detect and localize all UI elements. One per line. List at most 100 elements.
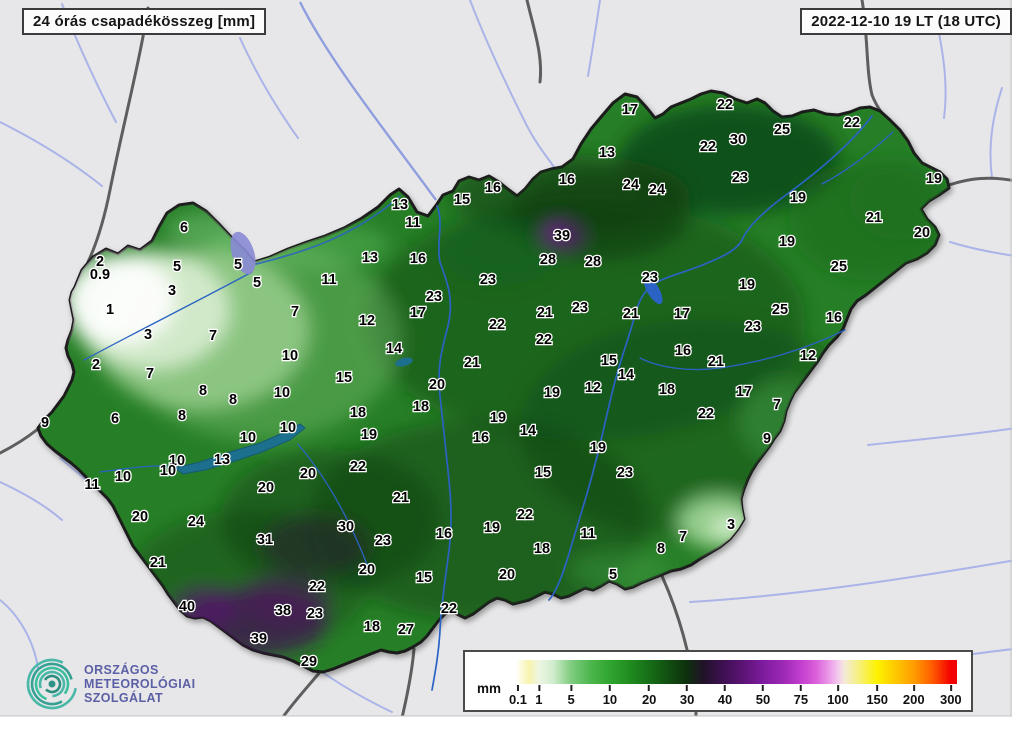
station-value: 9 bbox=[763, 431, 771, 447]
lakes bbox=[173, 231, 663, 475]
map-title: 24 órás csapadékösszeg [mm] bbox=[22, 8, 267, 35]
station-value: 6 bbox=[180, 220, 188, 236]
station-value: 2 bbox=[92, 357, 100, 373]
station-value: 19 bbox=[490, 410, 506, 426]
legend-tick: 5 bbox=[568, 685, 575, 707]
station-value: 39 bbox=[251, 631, 267, 647]
station-value: 31 bbox=[257, 532, 273, 548]
station-value: 19 bbox=[790, 190, 806, 206]
station-value: 16 bbox=[485, 180, 501, 196]
station-value: 21 bbox=[537, 305, 553, 321]
station-value: 16 bbox=[826, 310, 842, 326]
station-value: 7 bbox=[291, 304, 299, 320]
station-value: 24 bbox=[623, 177, 639, 193]
station-value: 22 bbox=[489, 317, 505, 333]
station-value: 7 bbox=[146, 366, 154, 382]
station-value: 22 bbox=[441, 601, 457, 617]
station-value: 23 bbox=[732, 170, 748, 186]
station-value: 38 bbox=[275, 603, 291, 619]
logo-line1: ORSZÁGOS bbox=[84, 662, 159, 677]
omsz-logo: ORSZÁGOS METEOROLÓGIAI SZOLGÁLAT bbox=[26, 658, 195, 710]
station-value: 16 bbox=[473, 430, 489, 446]
station-value: 18 bbox=[659, 382, 675, 398]
danube-upstream-river bbox=[298, 1, 437, 201]
station-value: 8 bbox=[229, 392, 237, 408]
station-value: 10 bbox=[115, 469, 131, 485]
station-value: 25 bbox=[774, 122, 790, 138]
station-value: 12 bbox=[585, 380, 601, 396]
map-timestamp: 2022-12-10 19 LT (18 UTC) bbox=[800, 8, 1012, 35]
station-value: 25 bbox=[772, 302, 788, 318]
station-value: 22 bbox=[698, 406, 714, 422]
station-value: 15 bbox=[416, 570, 432, 586]
station-value: 12 bbox=[800, 348, 816, 364]
station-value: 30 bbox=[338, 519, 354, 535]
station-value: 22 bbox=[309, 579, 325, 595]
lake-velence bbox=[395, 357, 413, 367]
right-margin bbox=[1012, 0, 1024, 730]
legend-tick: 150 bbox=[866, 685, 888, 707]
station-value: 19 bbox=[739, 277, 755, 293]
station-value: 19 bbox=[484, 520, 500, 536]
station-value: 23 bbox=[375, 533, 391, 549]
station-value: 16 bbox=[559, 172, 575, 188]
station-value: 18 bbox=[413, 399, 429, 415]
station-value: 20 bbox=[300, 466, 316, 482]
legend-tick: 1 bbox=[535, 685, 543, 707]
station-value: 7 bbox=[773, 397, 781, 413]
color-legend: mm 0.1 1 5 10 20 30 40 50 75 100 150 200 300 bbox=[463, 650, 973, 712]
station-value: 5 bbox=[234, 257, 242, 273]
station-value: 10 bbox=[169, 453, 185, 469]
station-value: 8 bbox=[199, 383, 207, 399]
station-value: 20 bbox=[914, 225, 930, 241]
station-value: 16 bbox=[675, 343, 691, 359]
station-value: 17 bbox=[674, 306, 690, 322]
station-value: 17 bbox=[410, 305, 426, 321]
station-value: 10 bbox=[274, 385, 290, 401]
station-value: 24 bbox=[188, 514, 204, 530]
station-value: 11 bbox=[405, 215, 420, 231]
station-value: 10 bbox=[160, 463, 176, 479]
station-value: 39 bbox=[554, 228, 570, 244]
station-value: 1 bbox=[106, 302, 114, 318]
station-value: 2 bbox=[96, 254, 104, 270]
station-value: 25 bbox=[831, 259, 847, 275]
station-value: 23 bbox=[307, 606, 323, 622]
station-value: 28 bbox=[585, 254, 601, 270]
lake-balaton bbox=[173, 423, 306, 475]
station-value: 21 bbox=[150, 555, 166, 571]
station-value: 15 bbox=[336, 370, 352, 386]
station-value: 13 bbox=[599, 145, 615, 161]
station-value: 14 bbox=[618, 367, 634, 383]
station-value: 0.9 bbox=[90, 267, 110, 283]
station-value: 29 bbox=[301, 654, 317, 670]
station-value: 12 bbox=[359, 313, 375, 329]
station-value: 23 bbox=[745, 319, 761, 335]
inside-rivers bbox=[83, 115, 894, 691]
station-value: 14 bbox=[520, 423, 536, 439]
station-value: 23 bbox=[426, 289, 442, 305]
logo-line3: SZOLGÁLAT bbox=[84, 690, 163, 705]
station-value: 14 bbox=[386, 341, 402, 357]
station-value: 18 bbox=[534, 541, 550, 557]
station-value: 11 bbox=[580, 526, 595, 542]
station-value: 22 bbox=[844, 115, 860, 131]
station-value: 20 bbox=[132, 509, 148, 525]
station-value: 9 bbox=[41, 415, 49, 431]
station-value: 22 bbox=[517, 507, 533, 523]
station-value: 7 bbox=[209, 328, 217, 344]
station-value: 6 bbox=[111, 411, 119, 427]
station-value: 5 bbox=[609, 567, 617, 583]
station-value: 28 bbox=[540, 252, 556, 268]
station-value: 21 bbox=[623, 306, 639, 322]
lake-ferto bbox=[230, 231, 256, 275]
legend-tick: 200 bbox=[903, 685, 925, 707]
legend-tick: 0.1 bbox=[509, 685, 527, 707]
legend-tick: 40 bbox=[718, 685, 732, 707]
station-value: 13 bbox=[362, 250, 378, 266]
station-value: 23 bbox=[617, 465, 633, 481]
station-value: 19 bbox=[590, 440, 606, 456]
